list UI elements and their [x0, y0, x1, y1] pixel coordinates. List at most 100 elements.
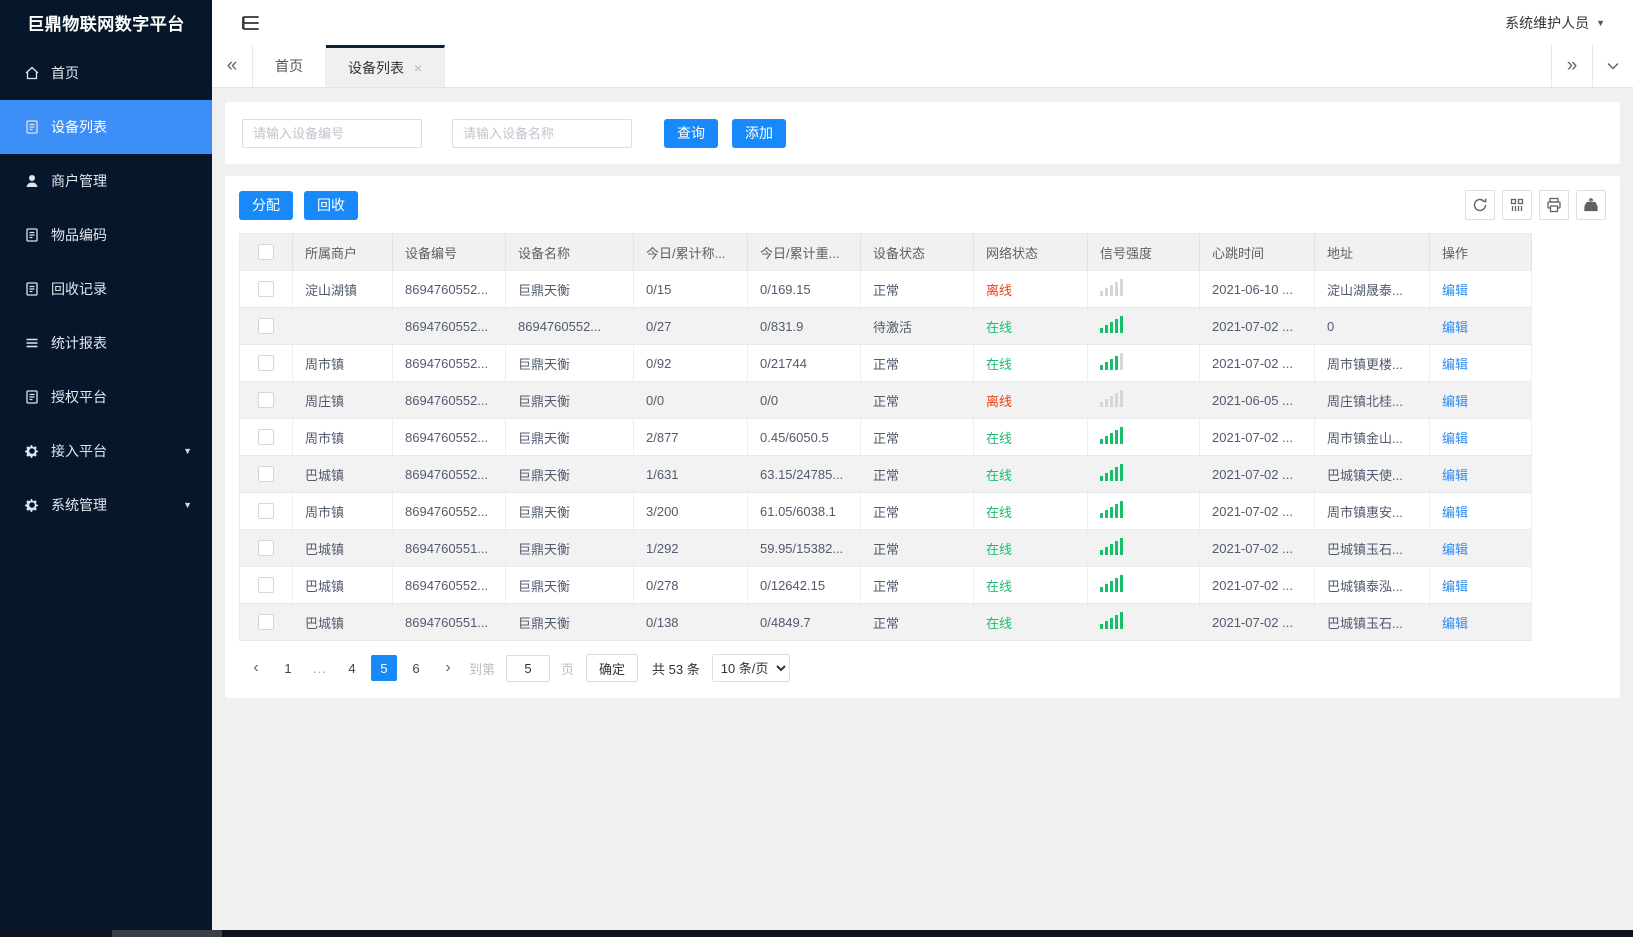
edit-link[interactable]: 编辑 [1442, 319, 1469, 335]
edit-link[interactable]: 编辑 [1442, 467, 1469, 483]
sidebar-item-设备列表[interactable]: 设备列表 [0, 100, 212, 154]
cell-device-name: 巨鼎天衡 [505, 455, 634, 493]
cell-count: 0/27 [633, 307, 748, 345]
cell-signal [1087, 603, 1200, 641]
row-checkbox[interactable] [258, 466, 274, 483]
sidebar-item-授权平台[interactable]: 授权平台 [0, 370, 212, 424]
sidebar-item-物品编码[interactable]: 物品编码 [0, 208, 212, 262]
signal-bars-icon [1100, 353, 1123, 370]
table-row: 淀山湖镇 8694760552... 巨鼎天衡 0/15 0/169.15 正常 离线 202… [239, 270, 1532, 308]
device-code-input[interactable] [242, 118, 422, 148]
sidebar-item-接入平台[interactable]: 接入平台 ▼ [0, 424, 212, 478]
device-name-input[interactable] [452, 118, 632, 148]
caret-down-icon: ▼ [183, 446, 192, 456]
row-checkbox[interactable] [258, 281, 274, 298]
edit-link[interactable]: 编辑 [1442, 541, 1469, 557]
page-number-6[interactable]: 6 [412, 660, 420, 676]
goto-confirm-button[interactable]: 确定 [586, 654, 639, 682]
cell-weight: 0.45/6050.5 [747, 418, 861, 456]
table-row: 巴城镇 8694760552... 巨鼎天衡 1/631 63.15/24785... 正… [239, 455, 1532, 493]
row-checkbox[interactable] [258, 614, 274, 631]
tab-设备列表[interactable]: 设备列表 × [326, 45, 446, 87]
sidebar-item-商户管理[interactable]: 商户管理 [0, 154, 212, 208]
cell-heartbeat: 2021-07-02 ... [1199, 307, 1315, 345]
doc-icon [24, 119, 40, 135]
cell-signal [1087, 529, 1200, 567]
row-checkbox[interactable] [258, 503, 274, 520]
cell-signal [1087, 455, 1200, 493]
sidebar-item-首页[interactable]: 首页 [0, 46, 212, 100]
query-button[interactable]: 查询 [664, 118, 718, 148]
table-row: 巴城镇 8694760551... 巨鼎天衡 1/292 59.95/15382... 正… [239, 529, 1532, 567]
edit-link[interactable]: 编辑 [1442, 615, 1469, 631]
edit-link[interactable]: 编辑 [1442, 393, 1469, 409]
page-size-select[interactable]: 10 条/页 [711, 654, 790, 682]
page-number-1[interactable]: 1 [284, 660, 292, 676]
tabs-scroll-right-icon[interactable]: » [1551, 45, 1592, 87]
menu-fold-icon[interactable] [240, 12, 262, 34]
cell-device-name: 巨鼎天衡 [505, 566, 634, 604]
signal-bars-icon [1100, 390, 1123, 407]
cell-merchant [292, 307, 393, 345]
cell-device-name: 8694760552... [505, 307, 634, 345]
sidebar-item-label: 设备列表 [51, 119, 107, 135]
next-page-icon[interactable]: › [445, 659, 451, 676]
cell-address: 周市镇金山... [1314, 418, 1430, 456]
refresh-icon[interactable] [1465, 190, 1495, 220]
assign-button[interactable]: 分配 [239, 190, 293, 220]
print-icon[interactable] [1539, 190, 1569, 220]
tabs-scroll-left-icon[interactable]: « [212, 45, 253, 87]
edit-link[interactable]: 编辑 [1442, 430, 1469, 446]
edit-link[interactable]: 编辑 [1442, 504, 1469, 520]
sidebar-item-统计报表[interactable]: 统计报表 [0, 316, 212, 370]
scrollbar-thumb[interactable] [112, 930, 222, 937]
cell-heartbeat: 2021-07-02 ... [1199, 492, 1315, 530]
edit-link[interactable]: 编辑 [1442, 578, 1469, 594]
column-header: 设备编号 [392, 233, 506, 271]
tab-close-icon[interactable]: × [414, 59, 423, 76]
cell-device-code: 8694760552... [392, 492, 506, 530]
cell-device-name: 巨鼎天衡 [505, 492, 634, 530]
tabs-container: 首页 设备列表 × [253, 45, 446, 87]
cell-device-status: 正常 [860, 455, 974, 493]
table-row: 周市镇 8694760552... 巨鼎天衡 0/92 0/21744 正常 在线 2021-… [239, 344, 1532, 382]
goto-page-input[interactable] [506, 654, 551, 682]
export-icon[interactable] [1576, 190, 1606, 220]
row-checkbox[interactable] [258, 392, 274, 409]
cell-signal [1087, 418, 1200, 456]
prev-page-icon[interactable]: ‹ [253, 659, 259, 676]
cell-count: 2/877 [633, 418, 748, 456]
sidebar-item-系统管理[interactable]: 系统管理 ▼ [0, 478, 212, 532]
row-checkbox[interactable] [258, 540, 274, 557]
caret-down-icon: ▼ [1596, 17, 1605, 28]
page-number-4[interactable]: 4 [348, 660, 356, 676]
cell-merchant: 巴城镇 [292, 603, 393, 641]
row-checkbox[interactable] [258, 577, 274, 594]
cell-heartbeat: 2021-07-02 ... [1199, 603, 1315, 641]
tab-首页[interactable]: 首页 [253, 45, 326, 87]
user-menu[interactable]: 系统维护人员 ▼ [1505, 13, 1605, 33]
sidebar-item-label: 回收记录 [51, 281, 107, 297]
row-checkbox[interactable] [258, 429, 274, 446]
tab-label: 首页 [275, 58, 303, 74]
cell-address: 周庄镇北桂... [1314, 381, 1430, 419]
columns-icon[interactable] [1502, 190, 1532, 220]
tabs-spacer [445, 45, 1551, 87]
row-checkbox[interactable] [258, 318, 274, 335]
select-all-checkbox[interactable] [258, 244, 274, 261]
add-button[interactable]: 添加 [732, 118, 786, 148]
edit-link[interactable]: 编辑 [1442, 356, 1469, 372]
signal-bars-icon [1100, 464, 1123, 481]
edit-link[interactable]: 编辑 [1442, 282, 1469, 298]
column-header: 操作 [1429, 233, 1532, 271]
cell-count: 0/138 [633, 603, 748, 641]
recycle-button[interactable]: 回收 [304, 190, 358, 220]
horizontal-scrollbar[interactable] [0, 930, 1633, 937]
page-number-5[interactable]: 5 [371, 655, 397, 681]
sidebar-item-回收记录[interactable]: 回收记录 [0, 262, 212, 316]
table-row: 巴城镇 8694760552... 巨鼎天衡 0/278 0/12642.15 正常 在线 2… [239, 566, 1532, 604]
tabs-menu-icon[interactable] [1592, 45, 1633, 87]
cell-network-status: 在线 [973, 307, 1088, 345]
row-checkbox[interactable] [258, 355, 274, 372]
signal-bars-icon [1100, 575, 1123, 592]
